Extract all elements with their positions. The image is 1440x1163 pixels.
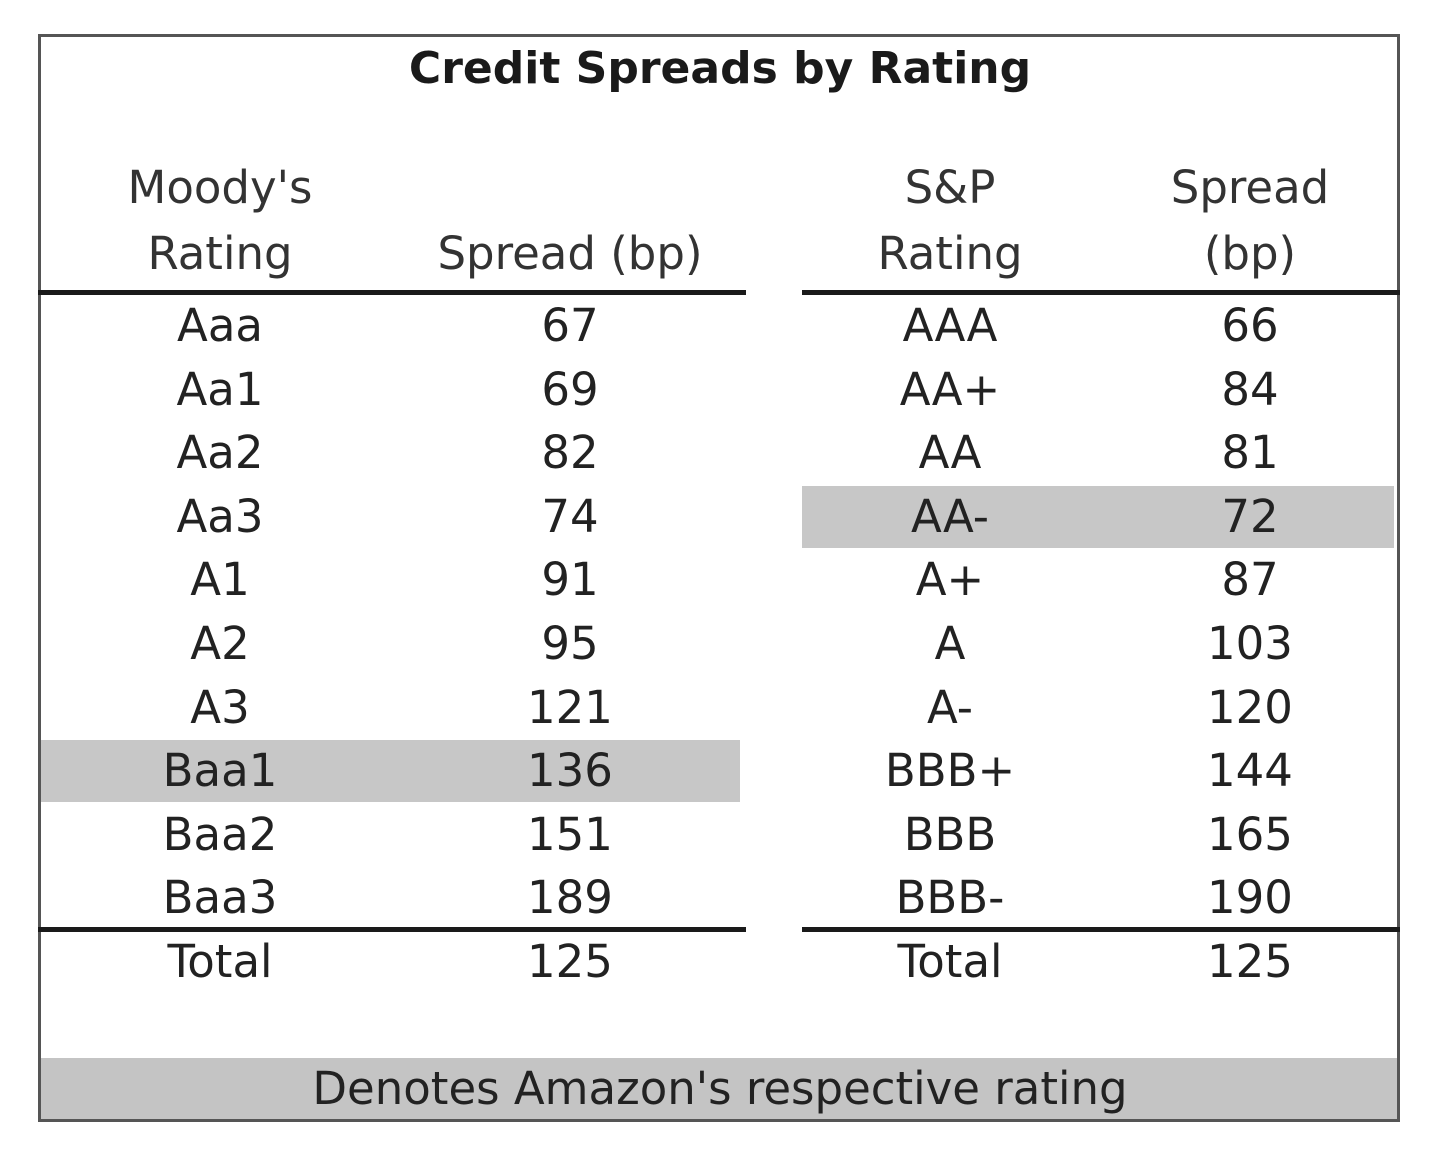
sp-header-rule [802,290,1400,295]
moodys-spread-cell: 151 [527,808,613,861]
moodys-total-rule [38,927,746,932]
sp-rating-cell: AA- [910,490,990,543]
table-frame [38,34,1400,1122]
moodys-spread-cell: 136 [527,744,613,797]
moodys-spread-header: Spread (bp) [437,227,703,280]
sp-spread-cell: 165 [1207,808,1293,861]
moodys-rating-cell: Aa2 [176,426,264,479]
sp-rating-cell: A [934,617,966,670]
sp-rating-cell: BBB- [895,871,1005,924]
sp-spread-cell: 72 [1221,490,1279,543]
moodys-rating-cell: A2 [190,617,250,670]
moodys-header-rule [38,290,746,295]
sp-spread-cell: 103 [1207,617,1293,670]
moodys-highlight-row [41,740,740,802]
sp-spread-cell: 87 [1221,553,1279,606]
moodys-rating-cell: Aa1 [176,363,264,416]
moodys-spread-cell: 91 [541,553,599,606]
moodys-rating-cell: A3 [190,681,250,734]
moodys-rating-cell: Baa1 [162,744,278,797]
moodys-rating-cell: Aa3 [176,490,264,543]
sp-rating-cell: BBB [903,808,997,861]
sp-rating-cell: AAA [902,299,998,352]
moodys-spread-cell: 67 [541,299,599,352]
moodys-total-label: Total [167,935,273,988]
sp-rating-header-line1: S&P [904,161,996,214]
sp-spread-cell: 81 [1221,426,1279,479]
sp-spread-cell: 190 [1207,871,1293,924]
sp-spread-header-line2: (bp) [1203,227,1297,280]
legend-text: Denotes Amazon's respective rating [312,1062,1128,1115]
table-title: Credit Spreads by Rating [408,43,1032,94]
sp-spread-cell: 144 [1207,744,1293,797]
moodys-spread-cell: 121 [527,681,613,734]
moodys-spread-cell: 82 [541,426,599,479]
sp-rating-cell: A- [926,681,974,734]
sp-total-rule [802,927,1400,932]
moodys-spread-cell: 95 [541,617,599,670]
sp-spread-header-line1: Spread [1170,161,1330,214]
moodys-rating-cell: Baa2 [162,808,278,861]
moodys-rating-header-line2: Rating [147,227,293,280]
sp-rating-header-line2: Rating [877,227,1023,280]
sp-spread-cell: 120 [1207,681,1293,734]
moodys-rating-cell: A1 [190,553,250,606]
sp-highlight-row [802,486,1394,548]
moodys-rating-cell: Aaa [177,299,263,352]
sp-rating-cell: BBB+ [884,744,1016,797]
moodys-spread-cell: 74 [541,490,599,543]
sp-total-label: Total [897,935,1003,988]
sp-rating-cell: A+ [915,553,985,606]
legend-swatch [41,1058,1397,1119]
moodys-rating-cell: Baa3 [162,871,278,924]
moodys-spread-cell: 189 [527,871,613,924]
moodys-total-value: 125 [527,935,613,988]
sp-rating-cell: AA [918,426,982,479]
sp-rating-cell: AA+ [899,363,1001,416]
moodys-spread-cell: 69 [541,363,599,416]
sp-spread-cell: 84 [1221,363,1279,416]
sp-spread-cell: 66 [1221,299,1279,352]
sp-total-value: 125 [1207,935,1293,988]
moodys-rating-header-line1: Moody's [127,161,313,214]
